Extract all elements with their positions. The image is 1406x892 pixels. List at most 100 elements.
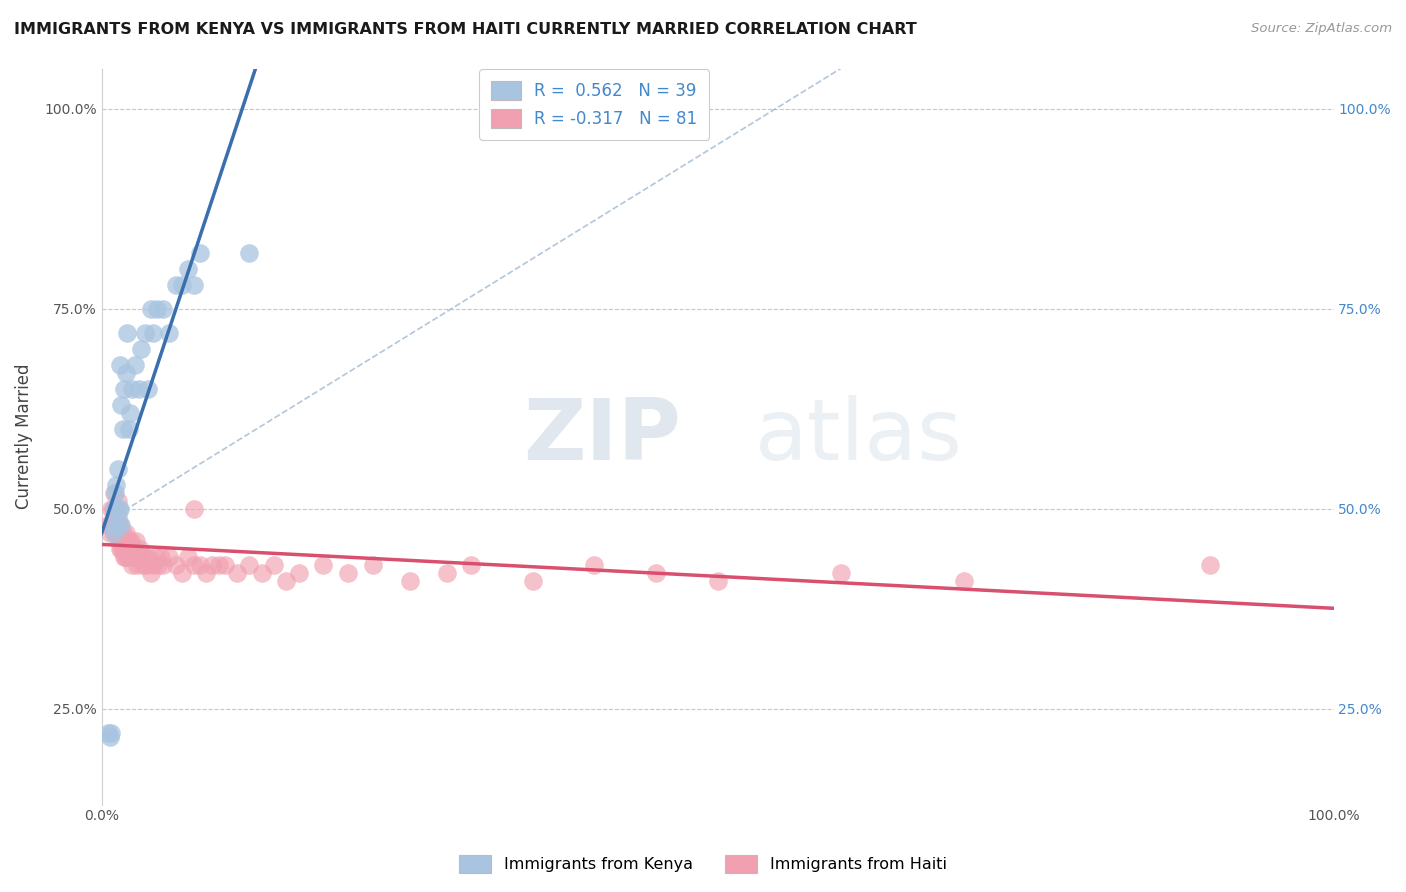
Point [107, 493, 129, 508]
Point [398, 574, 420, 588]
Point [107, 517, 129, 532]
Point [115, 366, 138, 380]
Point [98, 730, 121, 744]
Point [124, 358, 146, 372]
Point [101, 517, 124, 532]
Point [103, 509, 125, 524]
Point [128, 541, 150, 556]
Point [108, 533, 131, 548]
Point [165, 277, 187, 292]
Point [108, 541, 131, 556]
Point [188, 558, 211, 572]
Point [125, 533, 148, 548]
Point [117, 326, 139, 340]
Point [157, 549, 180, 564]
Point [120, 533, 142, 548]
Point [583, 558, 606, 572]
Point [105, 525, 128, 540]
Point [263, 558, 285, 572]
Point [207, 558, 229, 572]
Point [111, 421, 134, 435]
Point [214, 558, 236, 572]
Point [146, 301, 169, 316]
Point [105, 501, 128, 516]
Point [135, 558, 157, 572]
Point [101, 501, 124, 516]
Point [107, 461, 129, 475]
Text: ZIP: ZIP [523, 395, 681, 478]
Y-axis label: Currently Married: Currently Married [15, 364, 32, 509]
Point [226, 566, 249, 580]
Point [103, 485, 125, 500]
Legend: R =  0.562   N = 39, R = -0.317   N = 81: R = 0.562 N = 39, R = -0.317 N = 81 [479, 70, 709, 140]
Point [1199, 558, 1222, 572]
Point [188, 245, 211, 260]
Point [115, 525, 138, 540]
Point [118, 406, 141, 420]
Point [165, 558, 187, 572]
Point [121, 382, 143, 396]
Point [276, 574, 298, 588]
Legend: Immigrants from Kenya, Immigrants from Haiti: Immigrants from Kenya, Immigrants from H… [453, 848, 953, 880]
Point [97, 517, 120, 532]
Point [100, 517, 122, 532]
Point [460, 558, 482, 572]
Point [238, 558, 260, 572]
Point [100, 725, 122, 739]
Point [129, 549, 152, 564]
Point [336, 566, 359, 580]
Point [110, 541, 132, 556]
Point [139, 566, 162, 580]
Point [157, 326, 180, 340]
Point [149, 549, 172, 564]
Point [142, 326, 165, 340]
Point [238, 245, 260, 260]
Point [107, 509, 129, 524]
Point [108, 517, 131, 532]
Point [121, 558, 143, 572]
Point [830, 566, 852, 580]
Point [152, 558, 174, 572]
Point [112, 382, 135, 396]
Point [104, 485, 127, 500]
Point [104, 517, 127, 532]
Point [97, 725, 120, 739]
Point [142, 558, 165, 572]
Point [115, 541, 138, 556]
Point [104, 501, 127, 516]
Point [110, 525, 132, 540]
Point [127, 558, 149, 572]
Point [103, 525, 125, 540]
Text: atlas: atlas [755, 395, 963, 478]
Point [138, 549, 160, 564]
Point [108, 517, 131, 532]
Point [124, 549, 146, 564]
Point [287, 566, 309, 580]
Point [152, 301, 174, 316]
Point [110, 398, 132, 412]
Point [122, 541, 145, 556]
Point [103, 501, 125, 516]
Point [134, 549, 156, 564]
Point [138, 382, 160, 396]
Point [98, 525, 121, 540]
Point [177, 261, 200, 276]
Point [112, 549, 135, 564]
Point [139, 301, 162, 316]
Text: IMMIGRANTS FROM KENYA VS IMMIGRANTS FROM HAITI CURRENTLY MARRIED CORRELATION CHA: IMMIGRANTS FROM KENYA VS IMMIGRANTS FROM… [14, 22, 917, 37]
Point [103, 525, 125, 540]
Point [118, 549, 141, 564]
Point [132, 558, 155, 572]
Point [183, 277, 205, 292]
Point [361, 558, 384, 572]
Point [170, 566, 193, 580]
Point [111, 525, 134, 540]
Point [118, 533, 141, 548]
Point [953, 574, 976, 588]
Point [177, 549, 200, 564]
Point [114, 549, 136, 564]
Point [129, 342, 152, 356]
Point [128, 382, 150, 396]
Point [134, 326, 156, 340]
Text: Source: ZipAtlas.com: Source: ZipAtlas.com [1251, 22, 1392, 36]
